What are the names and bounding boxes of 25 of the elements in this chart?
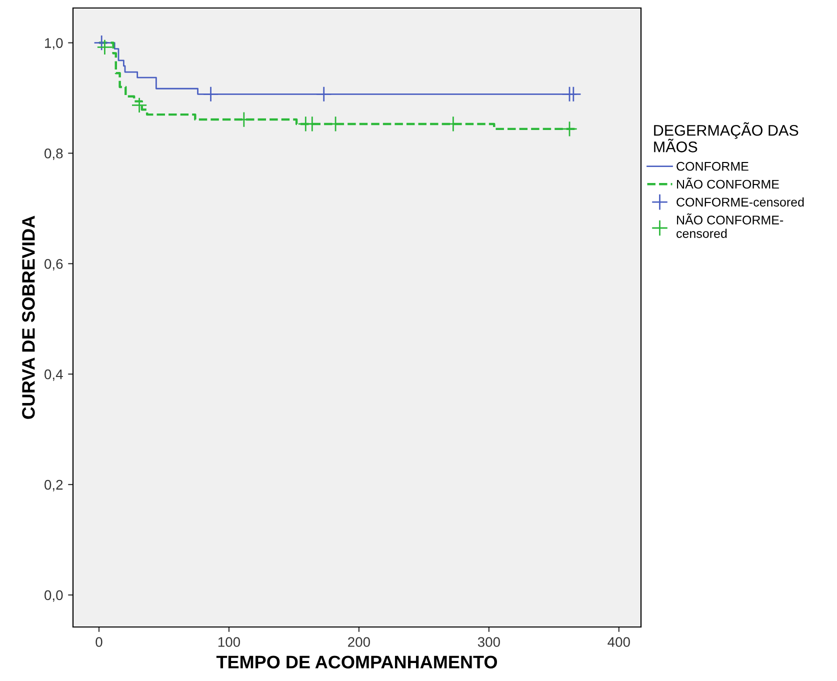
y-tick-label: 0,6 <box>44 258 63 270</box>
x-tick-label: 100 <box>218 637 240 647</box>
y-tick-label: 0,8 <box>44 148 63 160</box>
x-axis-title: TEMPO DE ACOMPANHAMENTO <box>216 656 498 668</box>
point <box>94 34 110 51</box>
y-tick-label: 0,2 <box>44 480 63 492</box>
point <box>131 97 148 114</box>
legend-label: NÃO CONFORME-censored <box>676 213 784 238</box>
point <box>565 86 582 102</box>
point <box>562 120 578 137</box>
x-tick-label: 300 <box>478 637 500 647</box>
y-axis-title: CURVA DE SOBREVIDA <box>22 216 35 419</box>
legend-label: CONFORME-censored <box>676 197 804 207</box>
legend-title: DEGERMAÇÃO DAS MÃOS <box>654 122 798 152</box>
y-tick-label: 1,0 <box>45 38 63 50</box>
y-tick-label: 0,0 <box>44 590 63 602</box>
legend-label: CONFORME <box>676 162 748 171</box>
x-tick-label: 200 <box>348 637 370 647</box>
point <box>316 86 332 102</box>
x-tick-label: 0 <box>96 637 102 647</box>
legend-label: NÃO CONFORME <box>677 178 779 189</box>
point <box>96 39 113 56</box>
x-tick-label: 400 <box>608 637 630 647</box>
point <box>202 86 219 102</box>
y-tick-label: 0,4 <box>44 369 63 381</box>
